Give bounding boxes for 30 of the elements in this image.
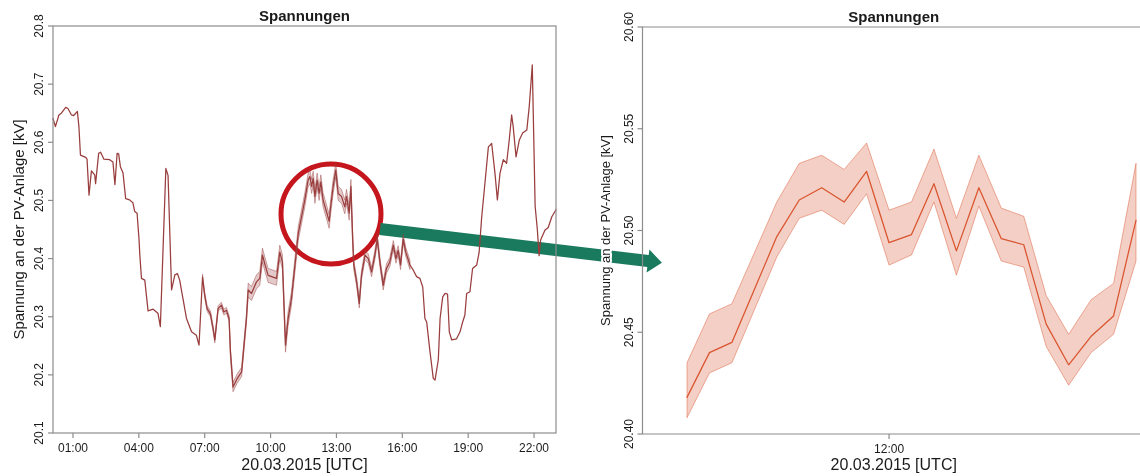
y-tick-label: 20.50 [622, 215, 636, 246]
x-tick-label: 22:00 [519, 441, 550, 455]
x-tick-label: 07:00 [189, 441, 221, 455]
x-tick-label: 04:00 [123, 441, 155, 455]
x-tick-label: 16:00 [387, 441, 418, 455]
y-tick-label: 20.2 [32, 362, 46, 387]
x-axis-title: 20.03.2015 [UTC] [830, 456, 957, 473]
y-tick-label: 20.4 [32, 246, 46, 271]
y-tick-label: 20.60 [622, 11, 636, 43]
y-tick-label: 20.8 [32, 14, 46, 38]
x-tick-label: 12:00 [874, 442, 905, 456]
x-axis-title: 20.03.2015 [UTC] [241, 456, 368, 473]
y-tick-label: 20.7 [32, 72, 46, 96]
y-tick-label: 20.6 [32, 130, 46, 154]
chart-title: Spannungen [848, 8, 940, 25]
x-tick-label: 19:00 [453, 441, 484, 455]
y-tick-label: 20.5 [32, 188, 46, 213]
y-axis-title: Spannung an der PV-Anlage [kV] [598, 135, 613, 326]
x-tick-label: 10:00 [255, 441, 286, 455]
y-tick-label: 20.1 [32, 421, 46, 445]
y-axis-title: Spannung an der PV-Anlage [kV] [10, 119, 27, 340]
line-series [686, 170, 1137, 398]
y-tick-label: 20.45 [622, 316, 636, 348]
x-tick-label: 13:00 [321, 441, 352, 455]
y-tick-label: 20.55 [622, 113, 636, 144]
y-tick-label: 20.40 [622, 418, 636, 450]
y-tick-label: 20.3 [32, 304, 46, 329]
x-tick-label: 01:00 [57, 441, 89, 455]
line-series [52, 64, 557, 388]
chart-title: Spannungen [259, 7, 350, 24]
